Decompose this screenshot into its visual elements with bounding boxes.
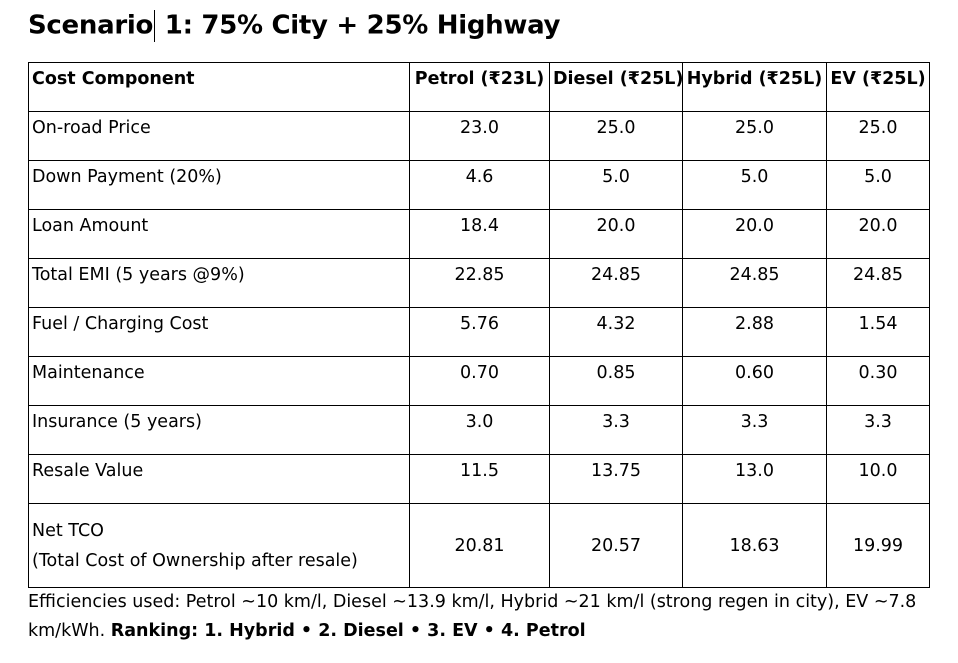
cell-diesel: 13.75 bbox=[549, 454, 683, 504]
cell-hybrid: 20.0 bbox=[682, 209, 827, 259]
cell-ev: 0.30 bbox=[826, 356, 930, 406]
net-tco-row: Net TCO (Total Cost of Ownership after r… bbox=[28, 503, 930, 588]
table-row: Insurance (5 years) 3.0 3.3 3.3 3.3 bbox=[28, 405, 930, 455]
cell-ev: 10.0 bbox=[826, 454, 930, 504]
row-label: Resale Value bbox=[28, 454, 410, 504]
efficiencies-text: Efficiencies used: Petrol ~10 km/l, Dies… bbox=[28, 592, 917, 641]
table-header-row: Cost Component Petrol (₹23L) Diesel (₹25… bbox=[28, 62, 930, 112]
cell-diesel: 20.57 bbox=[549, 503, 683, 588]
cell-hybrid: 5.0 bbox=[682, 160, 827, 210]
row-label: Insurance (5 years) bbox=[28, 405, 410, 455]
text-cursor bbox=[154, 10, 156, 42]
cell-hybrid: 0.60 bbox=[682, 356, 827, 406]
cell-hybrid: 25.0 bbox=[682, 111, 827, 161]
header-hybrid: Hybrid (₹25L) bbox=[682, 62, 827, 112]
row-label: Loan Amount bbox=[28, 209, 410, 259]
row-label: On-road Price bbox=[28, 111, 410, 161]
row-label: Maintenance bbox=[28, 356, 410, 406]
cell-ev: 25.0 bbox=[826, 111, 930, 161]
cell-petrol: 23.0 bbox=[409, 111, 550, 161]
cell-petrol: 4.6 bbox=[409, 160, 550, 210]
cell-hybrid: 18.63 bbox=[682, 503, 827, 588]
footer-note: Efficiencies used: Petrol ~10 km/l, Dies… bbox=[28, 588, 940, 646]
cell-diesel: 5.0 bbox=[549, 160, 683, 210]
title-text: Scenario 1: 75% City + 25% Highway bbox=[28, 10, 560, 42]
cell-petrol: 5.76 bbox=[409, 307, 550, 357]
page-title: Scenario 1: 75% City + 25% Highway bbox=[28, 8, 560, 44]
table-row: On-road Price 23.0 25.0 25.0 25.0 bbox=[28, 111, 930, 161]
table-row: Loan Amount 18.4 20.0 20.0 20.0 bbox=[28, 209, 930, 259]
cell-diesel: 20.0 bbox=[549, 209, 683, 259]
cell-diesel: 3.3 bbox=[549, 405, 683, 455]
table-row: Maintenance 0.70 0.85 0.60 0.30 bbox=[28, 356, 930, 406]
ranking-text: Ranking: 1. Hybrid • 2. Diesel • 3. EV •… bbox=[110, 621, 586, 641]
cell-hybrid: 13.0 bbox=[682, 454, 827, 504]
table-row: Fuel / Charging Cost 5.76 4.32 2.88 1.54 bbox=[28, 307, 930, 357]
cell-petrol: 18.4 bbox=[409, 209, 550, 259]
header-cost-component: Cost Component bbox=[28, 62, 410, 112]
cell-ev: 3.3 bbox=[826, 405, 930, 455]
table-row: Resale Value 11.5 13.75 13.0 10.0 bbox=[28, 454, 930, 504]
cell-petrol: 11.5 bbox=[409, 454, 550, 504]
cell-ev: 1.54 bbox=[826, 307, 930, 357]
cell-diesel: 25.0 bbox=[549, 111, 683, 161]
cell-petrol: 22.85 bbox=[409, 258, 550, 308]
row-label: Fuel / Charging Cost bbox=[28, 307, 410, 357]
net-tco-label-line1: Net TCO bbox=[32, 520, 104, 541]
header-petrol: Petrol (₹23L) bbox=[409, 62, 550, 112]
title-part-2: 1: 75% City + 25% Highway bbox=[156, 10, 561, 41]
cell-diesel: 24.85 bbox=[549, 258, 683, 308]
header-diesel: Diesel (₹25L) bbox=[549, 62, 683, 112]
cell-ev: 24.85 bbox=[826, 258, 930, 308]
cell-hybrid: 24.85 bbox=[682, 258, 827, 308]
cell-ev: 20.0 bbox=[826, 209, 930, 259]
row-label: Down Payment (20%) bbox=[28, 160, 410, 210]
cell-ev: 19.99 bbox=[826, 503, 930, 588]
cell-ev: 5.0 bbox=[826, 160, 930, 210]
cell-diesel: 0.85 bbox=[549, 356, 683, 406]
table-row: Total EMI (5 years @9%) 22.85 24.85 24.8… bbox=[28, 258, 930, 308]
table-row: Down Payment (20%) 4.6 5.0 5.0 5.0 bbox=[28, 160, 930, 210]
tco-table: Cost Component Petrol (₹23L) Diesel (₹25… bbox=[28, 62, 930, 588]
cell-petrol: 0.70 bbox=[409, 356, 550, 406]
cell-hybrid: 2.88 bbox=[682, 307, 827, 357]
title-part-1: Scenario bbox=[28, 10, 154, 41]
cell-petrol: 3.0 bbox=[409, 405, 550, 455]
cell-hybrid: 3.3 bbox=[682, 405, 827, 455]
cell-diesel: 4.32 bbox=[549, 307, 683, 357]
row-label: Total EMI (5 years @9%) bbox=[28, 258, 410, 308]
net-tco-label-line2: (Total Cost of Ownership after resale) bbox=[32, 550, 358, 571]
net-tco-label: Net TCO (Total Cost of Ownership after r… bbox=[28, 503, 410, 588]
header-ev: EV (₹25L) bbox=[826, 62, 930, 112]
cell-petrol: 20.81 bbox=[409, 503, 550, 588]
